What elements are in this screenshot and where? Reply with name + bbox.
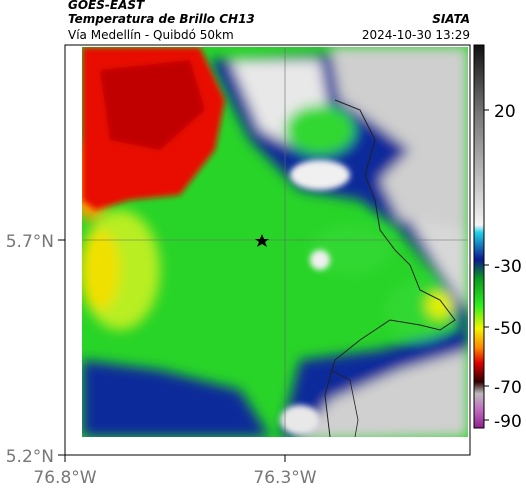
colorbar-tick: -70	[494, 378, 522, 398]
colorbar	[473, 44, 485, 429]
colorbar-tick: -50	[494, 319, 522, 339]
timestamp: 2024-10-30 13:29	[362, 28, 470, 42]
lon-label: 76.3°W	[253, 468, 316, 488]
colorbar-tick: 20	[494, 102, 516, 122]
satellite-image	[82, 47, 468, 437]
lat-label: 5.2°N	[6, 447, 54, 467]
title: Temperatura de Brillo CH13	[68, 12, 255, 26]
source: GOES-EAST	[68, 0, 145, 12]
lon-label: 76.8°W	[33, 468, 96, 488]
colorbar-tick: -90	[494, 412, 522, 432]
lat-label: 5.7°N	[6, 232, 54, 252]
agency: SIATA	[432, 12, 470, 26]
colorbar-tick: -30	[494, 257, 522, 277]
subtitle: Vía Medellín - Quibdó 50km	[68, 28, 234, 42]
